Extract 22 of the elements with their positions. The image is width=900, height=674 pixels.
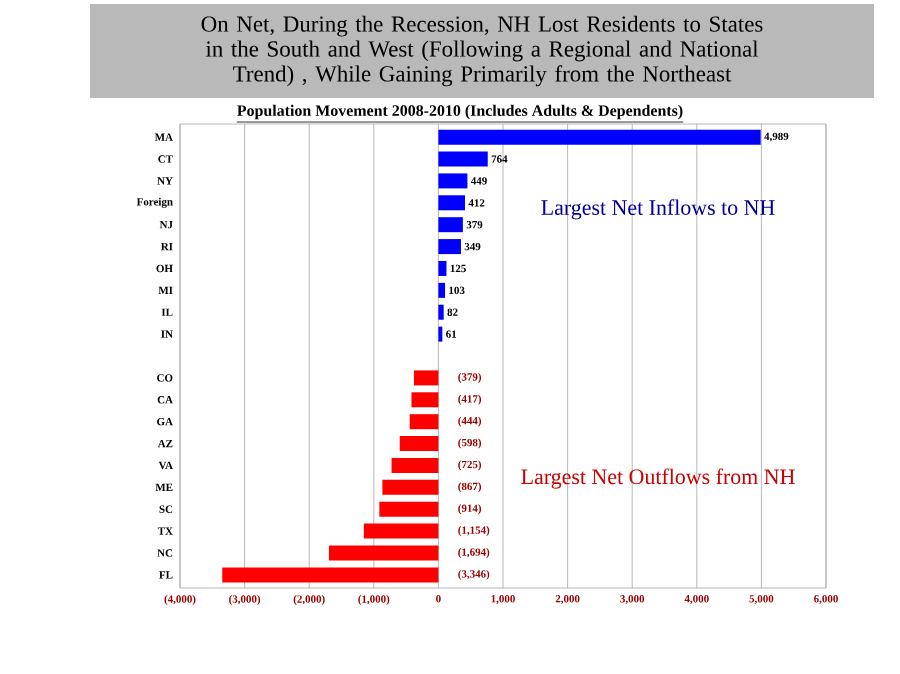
bar xyxy=(411,392,439,408)
bar xyxy=(328,545,439,561)
bar xyxy=(438,173,468,189)
bar xyxy=(438,282,446,298)
bar xyxy=(222,567,439,583)
bar xyxy=(438,260,447,276)
annotation: Largest Net Outflows from NH xyxy=(521,468,795,489)
bar xyxy=(363,523,439,539)
bar xyxy=(438,129,761,145)
chart-title: On Net, During the Recession, NH Lost Residents to States in the South and West (Following a Regional and National Trend) , While Gaining Primarily from the Northeast xyxy=(201,15,763,87)
bar xyxy=(391,457,439,473)
bar xyxy=(399,436,439,452)
bar xyxy=(438,239,461,255)
bar xyxy=(379,501,439,517)
bar xyxy=(438,151,488,167)
bar xyxy=(413,370,439,386)
bar xyxy=(382,479,439,495)
bar xyxy=(438,304,444,320)
bar xyxy=(438,195,466,211)
bar xyxy=(438,217,463,233)
annotation: Largest Net Inflows to NH xyxy=(541,199,775,220)
bar xyxy=(409,414,439,430)
